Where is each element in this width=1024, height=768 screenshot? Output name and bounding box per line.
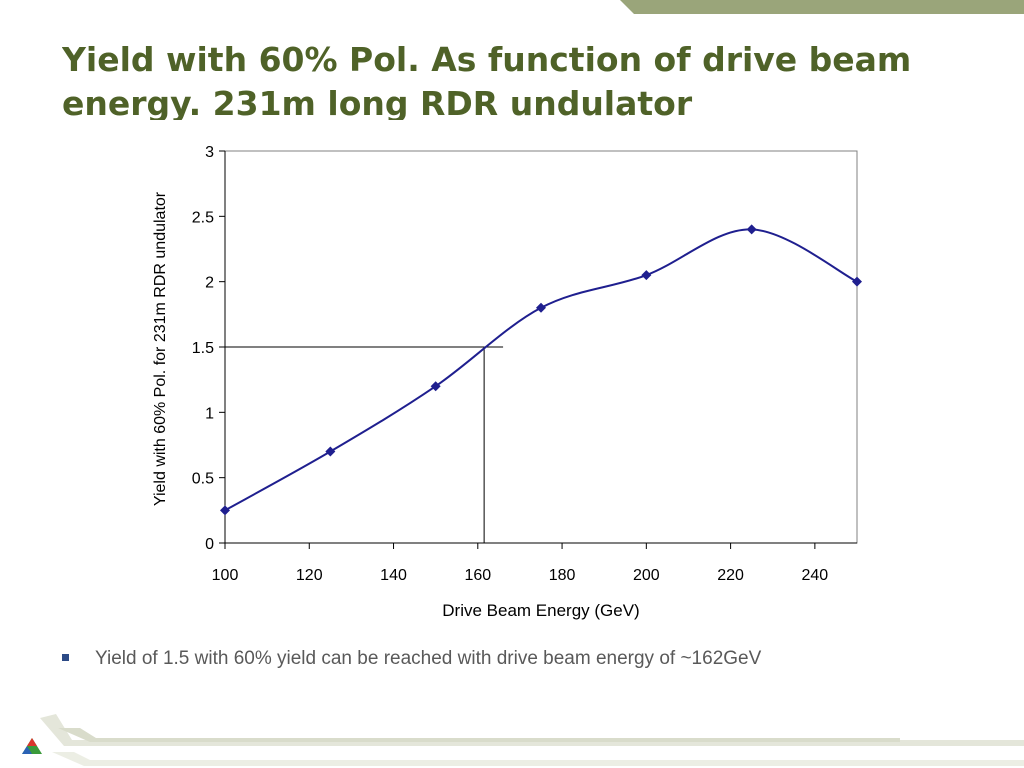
y-tick-label: 1 bbox=[205, 405, 214, 422]
bullet-text: Yield of 1.5 with 60% yield can be reach… bbox=[95, 648, 762, 669]
x-tick-label: 200 bbox=[633, 567, 660, 584]
y-axis-label: Yield with 60% Pol. for 231m RDR undulat… bbox=[152, 191, 169, 506]
footer-decoration bbox=[22, 714, 1024, 766]
bullet-item: Yield of 1.5 with 60% yield can be reach… bbox=[62, 648, 1002, 670]
x-tick-label: 240 bbox=[802, 567, 829, 584]
yield-vs-energy-chart: 0 0.5 1 1.5 2 2.5 3 100 120 140 160 180 200 220 240 Dr… bbox=[152, 144, 862, 620]
data-point-marker bbox=[536, 302, 546, 313]
x-tick-label: 220 bbox=[717, 567, 744, 584]
x-tick-label: 120 bbox=[296, 567, 323, 584]
footer-swoosh-1 bbox=[40, 714, 1024, 746]
footer-swoosh-2 bbox=[52, 752, 1024, 766]
x-tick-label: 180 bbox=[549, 567, 576, 584]
lab-logo-icon bbox=[22, 738, 42, 754]
slide-title: Yield with 60% Pol. As function of drive… bbox=[62, 38, 962, 120]
data-point-marker bbox=[641, 270, 652, 281]
y-tick-label: 3 bbox=[205, 144, 214, 161]
y-tick-label: 2.5 bbox=[192, 209, 214, 226]
slide-title-line-2: energy. 231m long RDR undulator bbox=[62, 84, 693, 120]
data-point-marker bbox=[325, 446, 336, 457]
slide-title-line-1: Yield with 60% Pol. As function of drive… bbox=[62, 40, 912, 79]
bullet-square-icon bbox=[62, 654, 69, 661]
y-tick-label: 1.5 bbox=[192, 340, 214, 357]
y-tick-label: 2 bbox=[205, 275, 214, 292]
data-point-marker bbox=[746, 224, 757, 235]
x-tick-label: 100 bbox=[212, 567, 239, 584]
x-tick-label: 140 bbox=[380, 567, 407, 584]
series-line bbox=[224, 228, 858, 512]
x-tick-label: 160 bbox=[464, 567, 491, 584]
data-point-marker bbox=[852, 276, 862, 287]
y-tick-label: 0.5 bbox=[192, 471, 214, 488]
y-tick-label: 0 bbox=[205, 536, 214, 553]
footer-swoosh-3 bbox=[58, 728, 900, 742]
x-axis-label: Drive Beam Energy (GeV) bbox=[442, 601, 639, 620]
data-point-marker bbox=[220, 505, 230, 516]
top-accent-band bbox=[620, 0, 1024, 14]
data-point-marker bbox=[430, 381, 441, 392]
